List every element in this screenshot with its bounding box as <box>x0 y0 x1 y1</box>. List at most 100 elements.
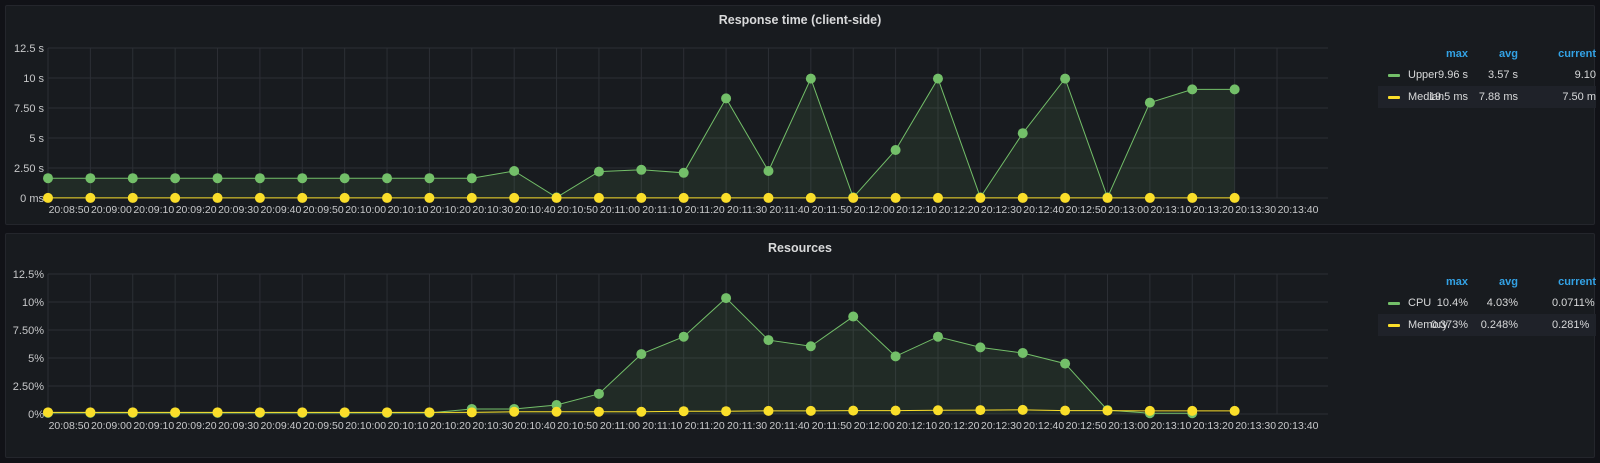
legend-row-memory[interactable]: Memory 0.373% 0.248% 0.281% <box>1378 314 1596 336</box>
data-point-cpu <box>763 335 774 346</box>
x-tick-label: 20:10:30 <box>472 204 513 216</box>
data-point-median <box>170 192 181 203</box>
data-point-cpu <box>975 342 986 353</box>
data-point-memory <box>1144 405 1155 416</box>
x-tick-label: 20:10:00 <box>345 204 386 216</box>
legend-row-cpu[interactable]: CPU 10.4% 4.03% 0.0711% <box>1378 292 1596 314</box>
data-point-median <box>127 192 138 203</box>
data-point-upper <box>170 173 181 184</box>
y-tick-label: 10 s <box>23 73 44 85</box>
data-point-upper <box>1144 97 1155 108</box>
data-point-memory <box>763 405 774 416</box>
legend-avg-cpu: 4.03% <box>1486 297 1518 309</box>
legend-row-upper[interactable]: Upper 9.96 s 3.57 s 9.10 <box>1378 64 1596 86</box>
data-point-upper <box>1060 73 1071 84</box>
data-point-cpu <box>1060 358 1071 369</box>
legend-col-current[interactable]: current <box>1558 48 1596 60</box>
data-point-memory <box>170 407 181 418</box>
data-point-upper <box>339 173 350 184</box>
y-tick-label: 5 s <box>29 133 44 145</box>
x-tick-label: 20:13:20 <box>1193 420 1234 432</box>
data-point-median <box>1229 192 1240 203</box>
data-point-upper <box>382 173 393 184</box>
data-point-upper <box>1229 84 1240 95</box>
data-point-median <box>763 192 774 203</box>
y-tick-label: 5% <box>28 353 44 365</box>
data-point-memory <box>1102 405 1113 416</box>
legend-current-upper: 9.10 <box>1574 69 1596 81</box>
x-tick-label: 20:12:30 <box>981 420 1022 432</box>
x-tick-label: 20:11:30 <box>727 420 767 432</box>
legend-label-memory[interactable]: Memory <box>1408 319 1448 331</box>
legend-swatch-upper <box>1388 74 1400 77</box>
data-point-memory <box>254 407 265 418</box>
legend-header: max avg current <box>1378 274 1596 292</box>
x-tick-label: 20:10:50 <box>557 204 598 216</box>
x-tick-label: 20:13:30 <box>1235 420 1276 432</box>
data-point-cpu <box>805 341 816 352</box>
data-point-cpu <box>890 351 901 362</box>
x-tick-label: 20:10:50 <box>557 420 598 432</box>
legend-label-median[interactable]: Median <box>1408 91 1445 103</box>
legend-swatch-median <box>1388 96 1400 99</box>
data-point-upper <box>1187 84 1198 95</box>
data-point-memory <box>721 406 732 417</box>
data-point-cpu <box>1017 347 1028 358</box>
legend-swatch-memory <box>1388 324 1400 327</box>
legend-col-max[interactable]: max <box>1445 276 1468 288</box>
data-point-upper <box>636 164 647 175</box>
x-tick-label: 20:12:20 <box>939 204 980 216</box>
data-point-upper <box>593 166 604 177</box>
legend-label-upper[interactable]: Upper <box>1408 69 1438 81</box>
data-point-memory <box>848 405 859 416</box>
x-tick-label: 20:11:50 <box>812 420 852 432</box>
legend-row-median[interactable]: Median 19.5 ms 7.88 ms 7.50 m <box>1378 86 1596 108</box>
response-time-chart[interactable]: 0 ms2.50 s5 s7.50 s10 s12.5 s20:08:50 20:… <box>6 6 1378 226</box>
data-point-upper <box>890 145 901 155</box>
data-point-cpu <box>593 388 604 399</box>
data-point-median <box>551 192 562 203</box>
legend-col-avg[interactable]: avg <box>1499 48 1518 60</box>
data-point-upper <box>127 173 138 184</box>
y-tick-label: 12.5% <box>13 269 44 281</box>
x-tick-label: 20:11:10 <box>642 420 682 432</box>
x-tick-label: 20:10:30 <box>472 420 513 432</box>
data-point-upper <box>254 173 265 184</box>
x-tick-label: 20:11:10 <box>642 204 682 216</box>
y-tick-label: 7.50 s <box>14 103 44 115</box>
data-point-cpu <box>678 331 689 342</box>
legend-col-current[interactable]: current <box>1558 276 1596 288</box>
legend-swatch-cpu <box>1388 302 1400 305</box>
data-point-cpu <box>848 311 859 322</box>
data-point-median <box>1187 192 1198 203</box>
data-point-memory <box>636 406 647 417</box>
legend-col-max[interactable]: max <box>1445 48 1468 60</box>
data-point-median <box>890 192 901 203</box>
data-point-memory <box>890 405 901 416</box>
legend-label-cpu[interactable]: CPU <box>1408 297 1432 309</box>
data-point-memory <box>43 407 53 418</box>
x-tick-label: 20:09:20 <box>176 420 217 432</box>
series-area-upper <box>48 78 1235 198</box>
legend-max-memory: 0.373% <box>1430 319 1468 331</box>
x-tick-label: 20:10:40 <box>515 420 556 432</box>
data-point-upper <box>1017 128 1028 139</box>
y-tick-label: 0 ms <box>20 193 44 205</box>
legend-col-avg[interactable]: avg <box>1499 276 1518 288</box>
data-point-memory <box>212 407 223 418</box>
x-tick-label: 20:10:10 <box>388 204 429 216</box>
resources-chart[interactable]: 0%2.50%5%7.50%10%12.5%20:08:50 20:09:00 20… <box>6 234 1378 459</box>
x-tick-label: 20:12:10 <box>896 420 937 432</box>
legend-current-median: 7.50 m <box>1562 91 1596 103</box>
data-point-median <box>1144 192 1155 203</box>
x-tick-label: 20:13:20 <box>1193 204 1234 216</box>
x-tick-label: 20:11:00 <box>600 420 640 432</box>
data-point-median <box>721 192 732 203</box>
x-tick-label: 20:11:00 <box>600 204 640 216</box>
x-tick-label: 20:09:20 <box>176 204 217 216</box>
data-point-upper <box>85 173 96 184</box>
response-time-panel: Response time (client-side) 0 ms 2.50 s 5 … <box>5 5 1596 226</box>
data-point-median <box>593 192 604 203</box>
panel-title[interactable]: Response time (client-side) <box>718 13 882 27</box>
panel-title[interactable]: Resources <box>768 241 832 255</box>
